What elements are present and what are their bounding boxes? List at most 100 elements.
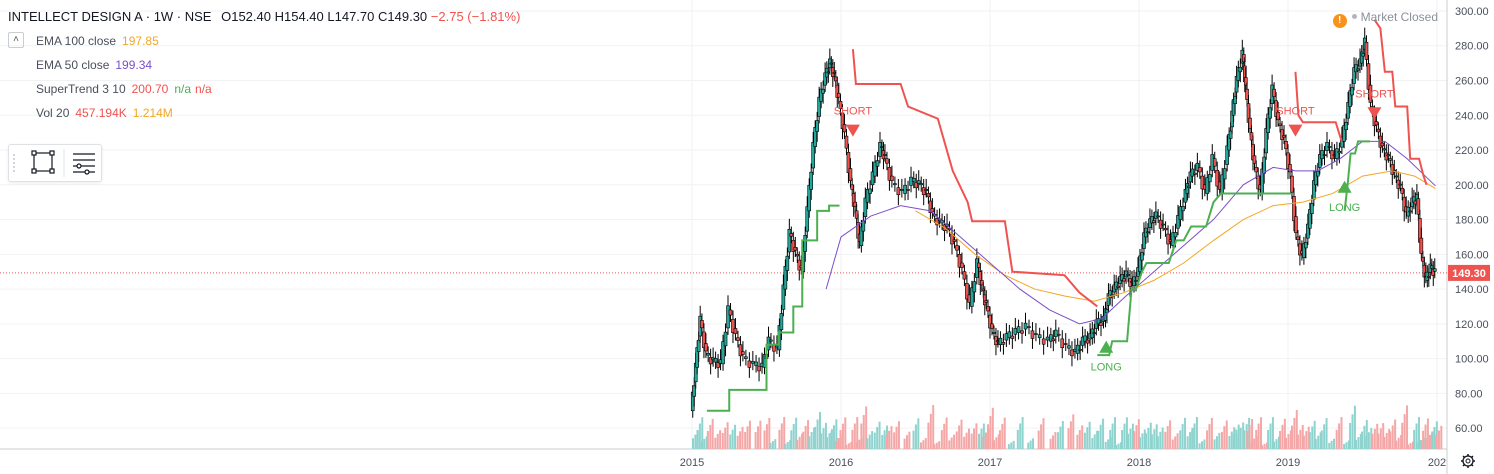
volume-bar <box>1323 424 1326 449</box>
volume-bar <box>1277 436 1280 449</box>
volume-bar <box>692 438 694 449</box>
candle-body <box>1416 198 1421 215</box>
legend-name: EMA 50 close <box>36 58 110 72</box>
x-tick-label: 2017 <box>978 457 1002 469</box>
candle-body <box>723 331 728 347</box>
gear-icon[interactable] <box>1461 454 1475 468</box>
candle-body <box>708 357 713 365</box>
volume-bar <box>814 426 817 449</box>
y-tick-label: 80.00 <box>1455 388 1483 400</box>
candle-body <box>893 183 897 186</box>
volume-bar <box>768 418 771 449</box>
object-tree-icon[interactable] <box>73 153 95 175</box>
volume-bar <box>929 413 932 449</box>
collapse-legend-button[interactable]: ˄ <box>8 32 24 48</box>
volume-bar <box>1296 434 1299 449</box>
candle-body <box>916 180 921 184</box>
candle-body <box>1282 135 1286 138</box>
volume-bar <box>1251 419 1254 449</box>
volume-bar <box>1161 427 1164 449</box>
legend-supertrend[interactable]: SuperTrend 3 10 200.70 n/a n/a <box>36 82 212 96</box>
volume-bar <box>1186 436 1189 449</box>
legend-value: n/a <box>195 82 212 96</box>
volume-bar <box>1057 432 1060 449</box>
candle-body <box>726 305 730 329</box>
signal-label: LONG <box>1329 202 1360 214</box>
candle-body <box>1054 329 1058 337</box>
candle-body <box>785 255 790 271</box>
volume-bar <box>885 435 888 449</box>
volume-bar <box>837 438 840 449</box>
volume-bar <box>858 439 861 449</box>
volume-bar <box>1308 432 1311 449</box>
candle-body <box>1193 172 1197 175</box>
volume-bar <box>1081 425 1084 449</box>
volume-bar <box>881 434 884 449</box>
volume-bar <box>1228 435 1231 449</box>
volume-bar <box>1361 431 1364 449</box>
volume-bar <box>1159 431 1162 449</box>
volume-bar <box>924 438 927 449</box>
symbol-title[interactable]: INTELLECT DESIGN A · 1W · NSE <box>8 9 212 24</box>
legend-volume[interactable]: Vol 20 457.194K 1.214M <box>36 106 173 120</box>
candle-body <box>696 339 701 352</box>
candle-body <box>1200 175 1205 190</box>
volume-bar <box>1281 424 1284 449</box>
volume-bar <box>1335 429 1338 449</box>
candle-body <box>779 313 784 330</box>
candle-body <box>875 160 880 167</box>
volume-bar <box>1237 433 1240 449</box>
volume-bar <box>1091 438 1094 449</box>
volume-bar <box>1032 438 1035 449</box>
candle-body <box>1380 142 1385 147</box>
volume-bar <box>769 443 772 449</box>
volume-bar <box>810 432 813 449</box>
volume-bar <box>1001 423 1004 449</box>
rectangle-select-icon[interactable] <box>31 150 55 174</box>
volume-bar <box>897 421 900 449</box>
volume-bar <box>1289 430 1292 449</box>
volume-bar <box>943 423 946 449</box>
volume-bar <box>860 423 863 449</box>
drag-handle-icon[interactable] <box>13 154 15 172</box>
volume-bar <box>1363 425 1366 449</box>
candle-body <box>1004 333 1009 341</box>
volume-bar <box>890 426 893 449</box>
volume-bar <box>1102 418 1105 449</box>
volume-bar <box>1426 418 1429 449</box>
candle-body <box>890 175 894 181</box>
candle-body <box>1020 330 1024 334</box>
volume-bar <box>1287 434 1290 449</box>
candle-body <box>1340 136 1344 148</box>
volume-bar <box>824 422 827 449</box>
volume-bar <box>1283 418 1286 449</box>
volume-bar <box>987 424 990 449</box>
volume-bar <box>1037 430 1040 449</box>
volume-bar <box>771 441 774 449</box>
candle-body <box>1276 112 1280 121</box>
legend-ema50[interactable]: EMA 50 close 199.34 <box>36 58 152 72</box>
volume-bar <box>851 429 854 449</box>
volume-bar <box>847 443 850 449</box>
volume-bar <box>1343 443 1346 449</box>
candle-body <box>728 309 733 316</box>
candle-body <box>865 189 870 203</box>
volume-bar <box>1139 437 1141 449</box>
volume-bar <box>935 442 938 449</box>
volume-bar <box>953 434 956 449</box>
candle-body <box>1060 338 1065 349</box>
legend-ema100[interactable]: EMA 100 close 197.85 <box>36 34 159 48</box>
volume-bar <box>1371 433 1374 449</box>
volume-bar <box>871 431 874 449</box>
candle-body <box>751 361 755 364</box>
volume-bar <box>1267 429 1270 449</box>
x-tick-label: 2019 <box>1276 457 1300 469</box>
candle-body <box>815 120 819 132</box>
volume-bar <box>804 425 807 449</box>
signal-label: SHORT <box>834 106 873 118</box>
volume-bar <box>714 437 717 449</box>
volume-bar <box>1184 417 1187 449</box>
warning-icon[interactable]: ! <box>1332 14 1347 28</box>
volume-bar <box>922 440 925 449</box>
